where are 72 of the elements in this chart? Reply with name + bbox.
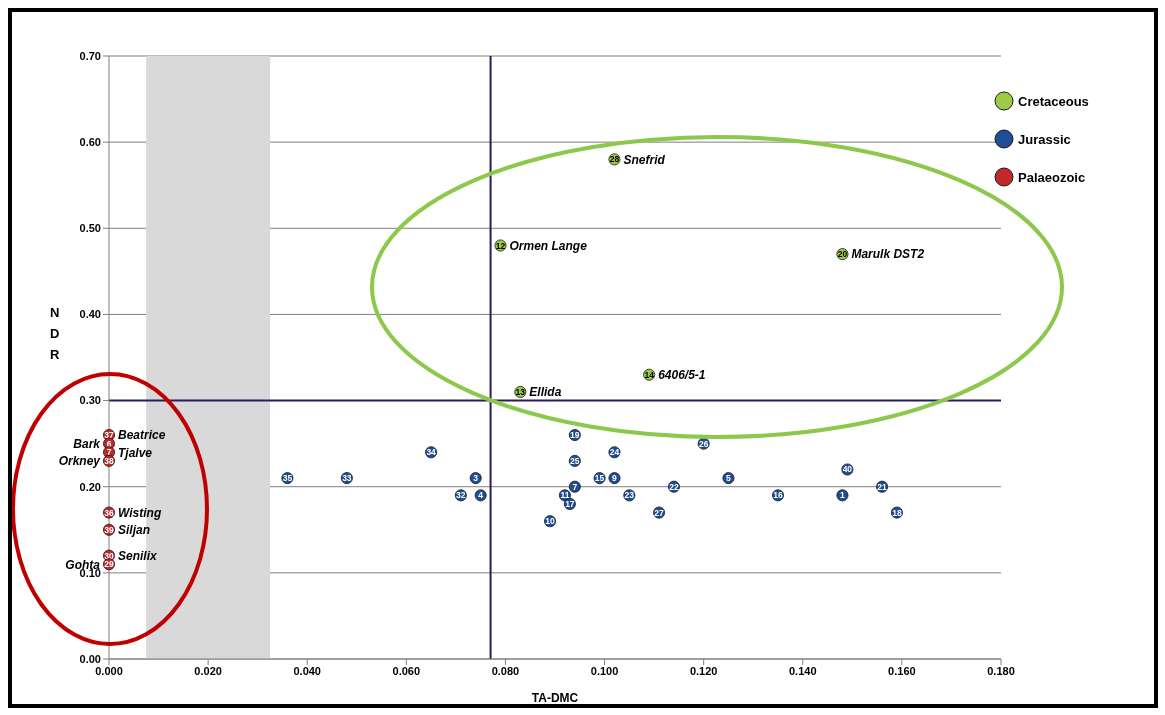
annotation: 1: [840, 490, 846, 501]
x-tick-label: 0.120: [689, 664, 718, 677]
annotation: 12: [495, 240, 506, 251]
annotation: 40: [842, 464, 853, 475]
annotation: Beatrice: [118, 428, 166, 443]
y-tick-label: 0.50: [79, 222, 101, 235]
x-tick-label: 0.180: [987, 664, 1015, 677]
y-tick-label: 0.60: [79, 136, 101, 149]
y-axis-title: NDR: [50, 304, 60, 364]
annotation: 3: [473, 473, 479, 484]
annotation: 15: [594, 473, 605, 484]
y-tick-label: 0.20: [79, 480, 101, 493]
annotation: 19: [570, 430, 580, 441]
annotation: 5: [726, 473, 732, 484]
annotation: Siljan: [118, 523, 151, 538]
x-tick-label: 0.060: [392, 664, 421, 677]
annotation: 17: [565, 498, 575, 509]
annotation: 25: [570, 455, 580, 466]
annotation: 11: [560, 490, 570, 501]
y-tick-label: 0.30: [79, 394, 101, 407]
x-tick-label: 0.040: [293, 664, 321, 677]
annotation: 21: [877, 481, 888, 492]
annotation: 20: [837, 249, 848, 260]
annotation: Snefrid: [623, 152, 666, 167]
annotation: Ormen Lange: [509, 238, 588, 253]
annotation: 33: [342, 473, 352, 484]
annotation: 6406/5-1: [658, 367, 706, 382]
annotation: 23: [624, 490, 635, 501]
annotation: 4: [478, 490, 484, 501]
x-tick-label: 0.160: [888, 664, 916, 677]
annotation: 9: [612, 473, 618, 484]
x-axis-title: TA-DMC: [531, 691, 579, 705]
annotation: Marulk DST2: [851, 247, 925, 262]
annotation: 35: [282, 473, 293, 484]
x-tick-label: 0.000: [95, 664, 123, 677]
annotation: Ellida: [529, 385, 562, 400]
legend-label: Palaeozoic: [1018, 169, 1086, 185]
y-tick-label: 0.70: [79, 49, 101, 62]
annotation: 26: [698, 438, 709, 449]
legend-label: Cretaceous: [1018, 93, 1089, 109]
x-tick-label: 0.020: [194, 664, 222, 677]
annotation: 34: [426, 447, 437, 458]
annotation: 24: [609, 447, 620, 458]
annotation: 6: [106, 438, 112, 449]
legend-label: Jurassic: [1018, 131, 1071, 147]
x-tick-label: 0.080: [491, 664, 520, 677]
annotation: 37: [104, 430, 114, 441]
annotation: 27: [654, 507, 665, 518]
annotation: 14: [644, 369, 655, 380]
annotation: 29: [104, 559, 114, 570]
annotation: 10: [545, 516, 556, 527]
annotation: 7: [106, 447, 112, 458]
annotation: 30: [104, 550, 114, 561]
y-tick-label: 0.00: [79, 652, 101, 665]
annotation: 18: [892, 507, 902, 518]
annotation: 22: [669, 481, 679, 492]
y-tick-label: 0.40: [79, 308, 101, 321]
annotation: 38: [104, 455, 114, 466]
annotation: 39: [104, 524, 114, 535]
x-tick-label: 0.140: [789, 664, 817, 677]
annotation: Wisting: [118, 505, 162, 520]
annotation: 36: [104, 507, 114, 518]
annotation: 7: [572, 481, 578, 492]
annotation: 16: [773, 490, 783, 501]
annotation: Tjalve: [118, 445, 153, 460]
x-tick-label: 0.100: [590, 664, 619, 677]
annotation: Senilix: [118, 548, 159, 563]
annotation: 32: [456, 490, 466, 501]
annotation: 13: [515, 386, 526, 397]
annotation: Orkney: [58, 454, 102, 469]
annotation: 28: [609, 154, 620, 165]
annotation: Bark: [73, 436, 102, 451]
